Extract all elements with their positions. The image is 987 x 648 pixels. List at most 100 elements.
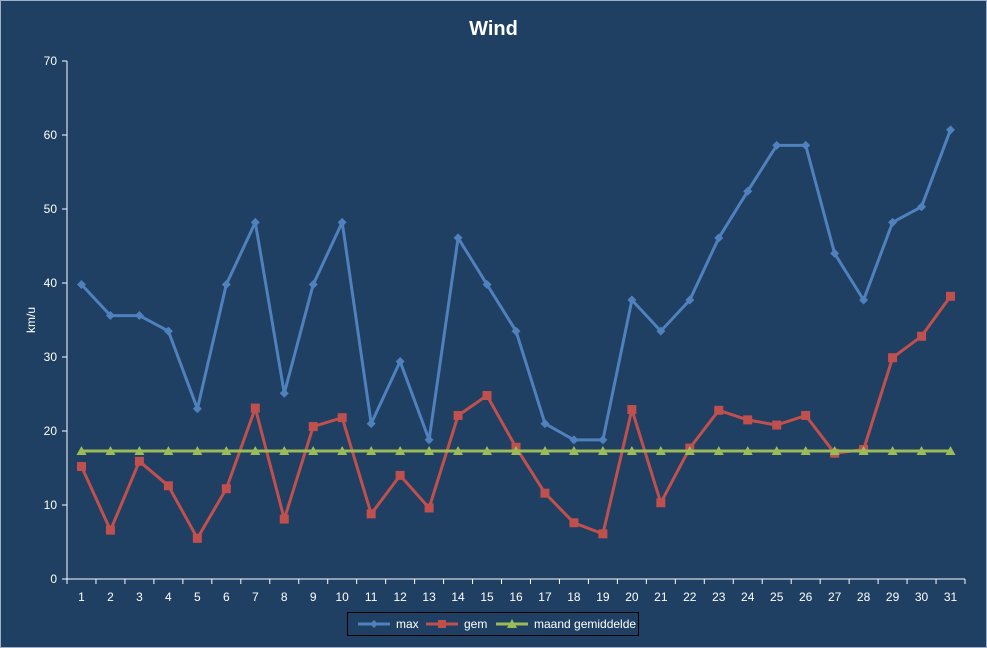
data-point-maand-gemiddelde (134, 445, 145, 455)
x-tick-label: 10 (336, 590, 350, 604)
legend-swatch-maand-gemiddelde (496, 619, 528, 628)
data-point-maand-gemiddelde (337, 445, 348, 455)
data-point-max (76, 279, 86, 289)
x-tick-label: 4 (165, 590, 172, 604)
series-layer (76, 125, 956, 543)
data-point-max (830, 248, 840, 258)
data-point-max (772, 140, 782, 150)
data-point-gem (482, 390, 492, 400)
data-point-gem (656, 498, 666, 508)
data-point-maand-gemiddelde (916, 445, 927, 455)
data-point-max (598, 435, 608, 445)
legend-swatch-max (358, 620, 390, 628)
data-point-maand-gemiddelde (655, 445, 666, 455)
data-point-gem (76, 462, 86, 472)
data-point-max (917, 202, 927, 212)
y-tick-label: 20 (44, 424, 58, 438)
x-tick-label: 15 (480, 590, 494, 604)
data-point-maand-gemiddelde (482, 445, 493, 455)
x-tick-label: 1 (78, 590, 85, 604)
x-tick-label: 9 (310, 590, 317, 604)
x-tick-label: 27 (828, 590, 842, 604)
data-point-gem (366, 509, 376, 519)
legend-label-gem: gem (464, 617, 488, 631)
y-axis-label: km/u (24, 307, 38, 333)
legend-label-maand-gemiddelde: maand gemiddelde (534, 617, 637, 631)
data-point-max (192, 404, 202, 414)
data-point-maand-gemiddelde (308, 445, 319, 455)
x-tick-label: 29 (886, 590, 900, 604)
data-point-maand-gemiddelde (105, 445, 116, 455)
data-point-max (163, 326, 173, 336)
data-point-max (859, 295, 869, 305)
data-point-maand-gemiddelde (511, 445, 521, 455)
x-tick-label: 19 (596, 590, 610, 604)
legend-label-max: max (396, 617, 419, 631)
data-point-gem (163, 481, 173, 491)
series-line-max (80, 129, 952, 442)
data-point-max (540, 419, 550, 429)
x-tick-label: 22 (683, 590, 697, 604)
y-tick-label: 0 (50, 572, 57, 586)
x-tick-label: 28 (857, 590, 871, 604)
data-point-gem (946, 291, 956, 301)
data-point-maand-gemiddelde (453, 445, 464, 455)
data-point-gem (337, 413, 347, 423)
y-tick-label: 50 (44, 202, 58, 216)
data-point-gem (743, 415, 753, 425)
data-point-maand-gemiddelde (597, 445, 608, 455)
data-point-gem (221, 484, 231, 494)
y-tick-label: 60 (44, 128, 58, 142)
data-point-maand-gemiddelde (742, 445, 753, 455)
data-point-maand-gemiddelde (945, 445, 956, 455)
y-tick-label: 40 (44, 276, 58, 290)
data-point-maand-gemiddelde (829, 445, 840, 455)
data-point-maand-gemiddelde (858, 445, 869, 455)
data-point-maand-gemiddelde (250, 445, 261, 455)
data-point-gem (250, 403, 260, 413)
data-point-maand-gemiddelde (713, 445, 724, 455)
data-point-maand-gemiddelde (684, 445, 695, 455)
data-point-max (946, 125, 956, 135)
data-point-max (888, 217, 898, 227)
data-point-max (714, 233, 724, 243)
data-point-max (482, 279, 492, 289)
x-tick-label: 30 (915, 590, 929, 604)
x-tick-label: 20 (625, 590, 639, 604)
data-point-maand-gemiddelde (221, 445, 232, 455)
data-point-gem (540, 488, 550, 498)
data-point-max (424, 435, 434, 445)
data-point-maand-gemiddelde (424, 445, 435, 455)
data-point-max (453, 233, 463, 243)
data-point-max (308, 279, 318, 289)
x-tick-label: 31 (944, 590, 958, 604)
y-tick-label: 30 (44, 350, 58, 364)
data-point-gem (308, 422, 318, 432)
data-point-maand-gemiddelde (568, 445, 579, 455)
legend: max gem maand gemiddelde (347, 612, 639, 636)
x-tick-label: 14 (451, 590, 465, 604)
data-point-max (685, 295, 695, 305)
data-point-gem (598, 529, 608, 539)
x-tick-label: 17 (538, 590, 552, 604)
x-tick-label: 2 (107, 590, 114, 604)
data-point-max (511, 326, 521, 336)
y-tick-label: 10 (44, 498, 58, 512)
x-tick-label: 7 (252, 590, 259, 604)
data-point-maand-gemiddelde (279, 445, 290, 455)
data-point-max (627, 295, 637, 305)
x-tick-label: 23 (712, 590, 726, 604)
data-point-max (337, 217, 347, 227)
data-point-gem (105, 525, 115, 535)
data-point-gem (395, 470, 405, 480)
x-tick-label: 21 (654, 590, 668, 604)
data-point-maand-gemiddelde (887, 445, 898, 455)
data-point-gem (424, 503, 434, 513)
x-tick-label: 11 (365, 590, 378, 604)
x-tick-label: 24 (741, 590, 755, 604)
data-point-max (395, 356, 405, 366)
data-point-gem (888, 353, 898, 363)
y-tick-label: 70 (44, 54, 58, 68)
